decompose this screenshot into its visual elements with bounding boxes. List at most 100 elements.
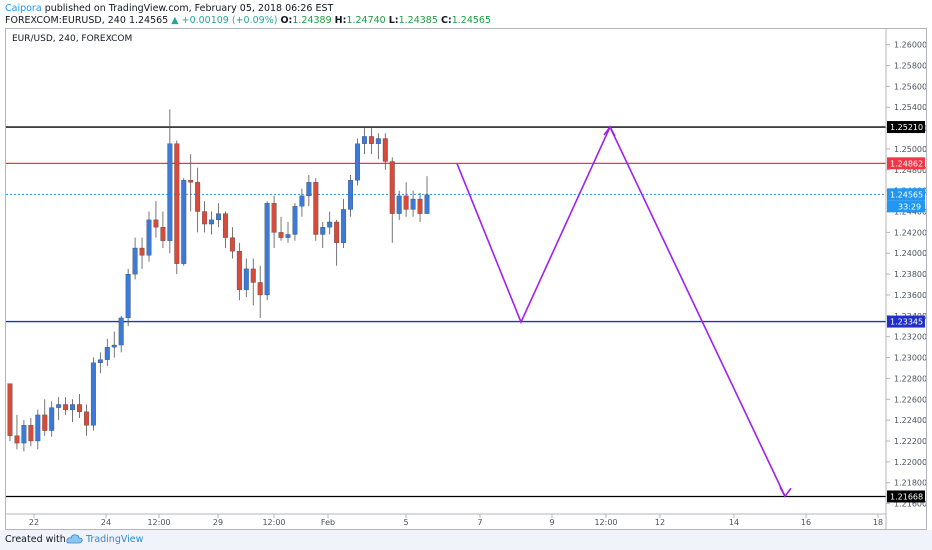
candle-body-10 bbox=[77, 404, 82, 412]
candle-body-13 bbox=[97, 359, 103, 363]
candle-body-14 bbox=[104, 346, 110, 360]
price-tick-label-18: 1.22400 bbox=[894, 416, 926, 425]
candle-body-1 bbox=[14, 435, 20, 444]
candle-body-4 bbox=[35, 414, 41, 442]
close-value: 1.24565 bbox=[451, 15, 492, 26]
high-value: 1.24740 bbox=[346, 15, 386, 26]
price-tick-label-14: 1.23200 bbox=[894, 333, 926, 342]
candle-body-38 bbox=[271, 203, 277, 233]
candle-body-11 bbox=[84, 411, 89, 426]
time-tick-label-4: 12:00 bbox=[262, 518, 285, 527]
time-tick-label-10: 12 bbox=[655, 518, 665, 527]
price-tick-label-9: 1.24200 bbox=[894, 228, 926, 237]
candle-body-58 bbox=[410, 198, 416, 210]
price-tick-label-21: 1.21800 bbox=[894, 479, 926, 488]
candle-body-36 bbox=[257, 282, 263, 296]
time-tick-label-9: 12:00 bbox=[594, 518, 617, 527]
low-label: L: bbox=[388, 15, 399, 26]
level-tag-label-3: 1.23345 bbox=[890, 318, 923, 327]
time-tick-label-2: 12:00 bbox=[147, 518, 170, 527]
candle-body-8 bbox=[63, 404, 69, 410]
candle-body-34 bbox=[243, 268, 249, 290]
candle-body-54 bbox=[382, 138, 388, 162]
price-change: +0.00109 (+0.09%) bbox=[181, 15, 278, 26]
projection-arrowhead bbox=[779, 486, 792, 498]
ohlc-line: FOREXCOM:EURUSD, 240 1.24565 ▲ +0.00109 … bbox=[5, 14, 491, 27]
level-tag-box-3 bbox=[887, 315, 925, 328]
up-arrow-icon: ▲ bbox=[171, 15, 179, 26]
author-link[interactable]: Caipora bbox=[5, 3, 42, 14]
price-tick-label-17: 1.22600 bbox=[894, 395, 926, 404]
level-tag-label-1: 1.24862 bbox=[890, 159, 923, 168]
price-tick-label-15: 1.23000 bbox=[894, 354, 926, 363]
chart-frame[interactable]: 1.260001.258001.256001.254001.252001.250… bbox=[5, 28, 927, 530]
candle-body-25 bbox=[181, 180, 187, 264]
candle-body-50 bbox=[355, 143, 360, 181]
candle-body-55 bbox=[389, 161, 395, 214]
candle-body-2 bbox=[21, 425, 27, 444]
time-tick-label-7: 7 bbox=[477, 518, 482, 527]
candle-body-29 bbox=[209, 219, 214, 225]
candle-body-59 bbox=[417, 198, 423, 214]
candle-body-26 bbox=[188, 180, 194, 183]
candle-body-12 bbox=[90, 362, 96, 426]
price-chart[interactable]: 1.260001.258001.256001.254001.252001.250… bbox=[6, 29, 926, 529]
price-tick-label-16: 1.22800 bbox=[894, 374, 926, 383]
projection-peak-arrowhead bbox=[603, 125, 616, 137]
candle-body-27 bbox=[195, 182, 201, 212]
candle-body-21 bbox=[153, 219, 159, 228]
tradingview-brand[interactable]: TradingView bbox=[86, 534, 144, 545]
candle-body-3 bbox=[28, 425, 34, 442]
price-tick-label-0: 1.26000 bbox=[894, 41, 926, 50]
candle-body-28 bbox=[202, 211, 208, 225]
candle-body-42 bbox=[299, 195, 305, 207]
candle-body-17 bbox=[125, 273, 131, 319]
candle-body-5 bbox=[42, 414, 48, 431]
candles bbox=[7, 109, 430, 452]
candle-body-16 bbox=[118, 317, 124, 346]
candle-body-57 bbox=[403, 195, 409, 210]
projection-path bbox=[456, 125, 792, 498]
projection-line bbox=[456, 125, 786, 497]
tradingview-cloud-icon bbox=[66, 534, 83, 544]
candle-body-31 bbox=[222, 213, 228, 238]
publish-info: published on TradingView.com, February 0… bbox=[44, 3, 334, 14]
time-tick-label-1: 24 bbox=[101, 518, 111, 527]
level-tag-box-1 bbox=[887, 157, 925, 170]
candle-body-53 bbox=[375, 138, 381, 144]
candle-body-33 bbox=[236, 251, 242, 290]
candle-body-39 bbox=[278, 232, 284, 238]
level-tag-box-2 bbox=[887, 188, 925, 201]
candle-body-9 bbox=[70, 404, 75, 410]
price-tick-label-6: 1.24800 bbox=[894, 166, 926, 175]
candle-body-49 bbox=[348, 180, 353, 210]
candle-body-20 bbox=[146, 219, 152, 256]
created-with-label: Created with bbox=[5, 534, 66, 545]
candle-body-45 bbox=[320, 227, 326, 235]
price-tick-label-12: 1.23600 bbox=[894, 291, 926, 300]
candle-body-35 bbox=[250, 268, 256, 283]
time-tick-label-13: 18 bbox=[873, 518, 883, 527]
candle-body-23 bbox=[167, 143, 173, 241]
candle-body-30 bbox=[216, 213, 221, 221]
low-value: 1.24385 bbox=[398, 15, 438, 26]
candle-body-47 bbox=[334, 221, 340, 243]
price-tick-label-10: 1.24000 bbox=[894, 249, 926, 258]
level-tags: 1.25210 1.24862 1.24565 1.23345 1.21668 33:29 bbox=[887, 121, 925, 503]
last-price: 1.24565 bbox=[128, 15, 169, 26]
countdown-label: 33:29 bbox=[898, 202, 921, 211]
level-tag-label-0: 1.25210 bbox=[890, 123, 923, 132]
time-tick-label-8: 9 bbox=[549, 518, 554, 527]
level-tag-label-2: 1.24565 bbox=[890, 190, 923, 199]
candle-body-24 bbox=[174, 143, 180, 264]
candle-body-18 bbox=[132, 247, 138, 275]
price-tick-label-11: 1.23800 bbox=[894, 270, 926, 279]
time-tick-label-6: 5 bbox=[403, 518, 408, 527]
level-tag-box-0 bbox=[887, 121, 925, 134]
candle-body-48 bbox=[341, 209, 347, 243]
price-tick-label-20: 1.22000 bbox=[894, 458, 926, 467]
price-axis: 1.260001.258001.256001.254001.252001.250… bbox=[886, 41, 926, 509]
candle-body-51 bbox=[361, 136, 367, 144]
candle-body-32 bbox=[229, 237, 235, 252]
candle-body-60 bbox=[424, 194, 430, 214]
